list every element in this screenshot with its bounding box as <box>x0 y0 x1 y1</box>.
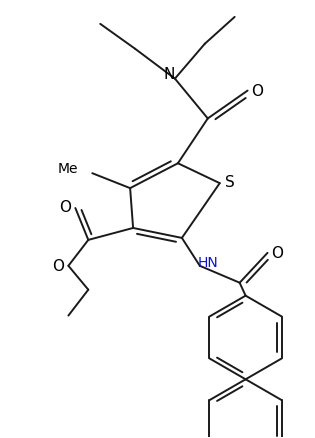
Text: S: S <box>225 174 235 189</box>
Text: O: O <box>252 84 264 99</box>
Text: O: O <box>52 259 65 274</box>
Text: HN: HN <box>198 255 218 269</box>
Text: Me: Me <box>58 162 78 176</box>
Text: O: O <box>272 246 284 261</box>
Text: O: O <box>60 199 72 214</box>
Text: N: N <box>163 67 175 82</box>
